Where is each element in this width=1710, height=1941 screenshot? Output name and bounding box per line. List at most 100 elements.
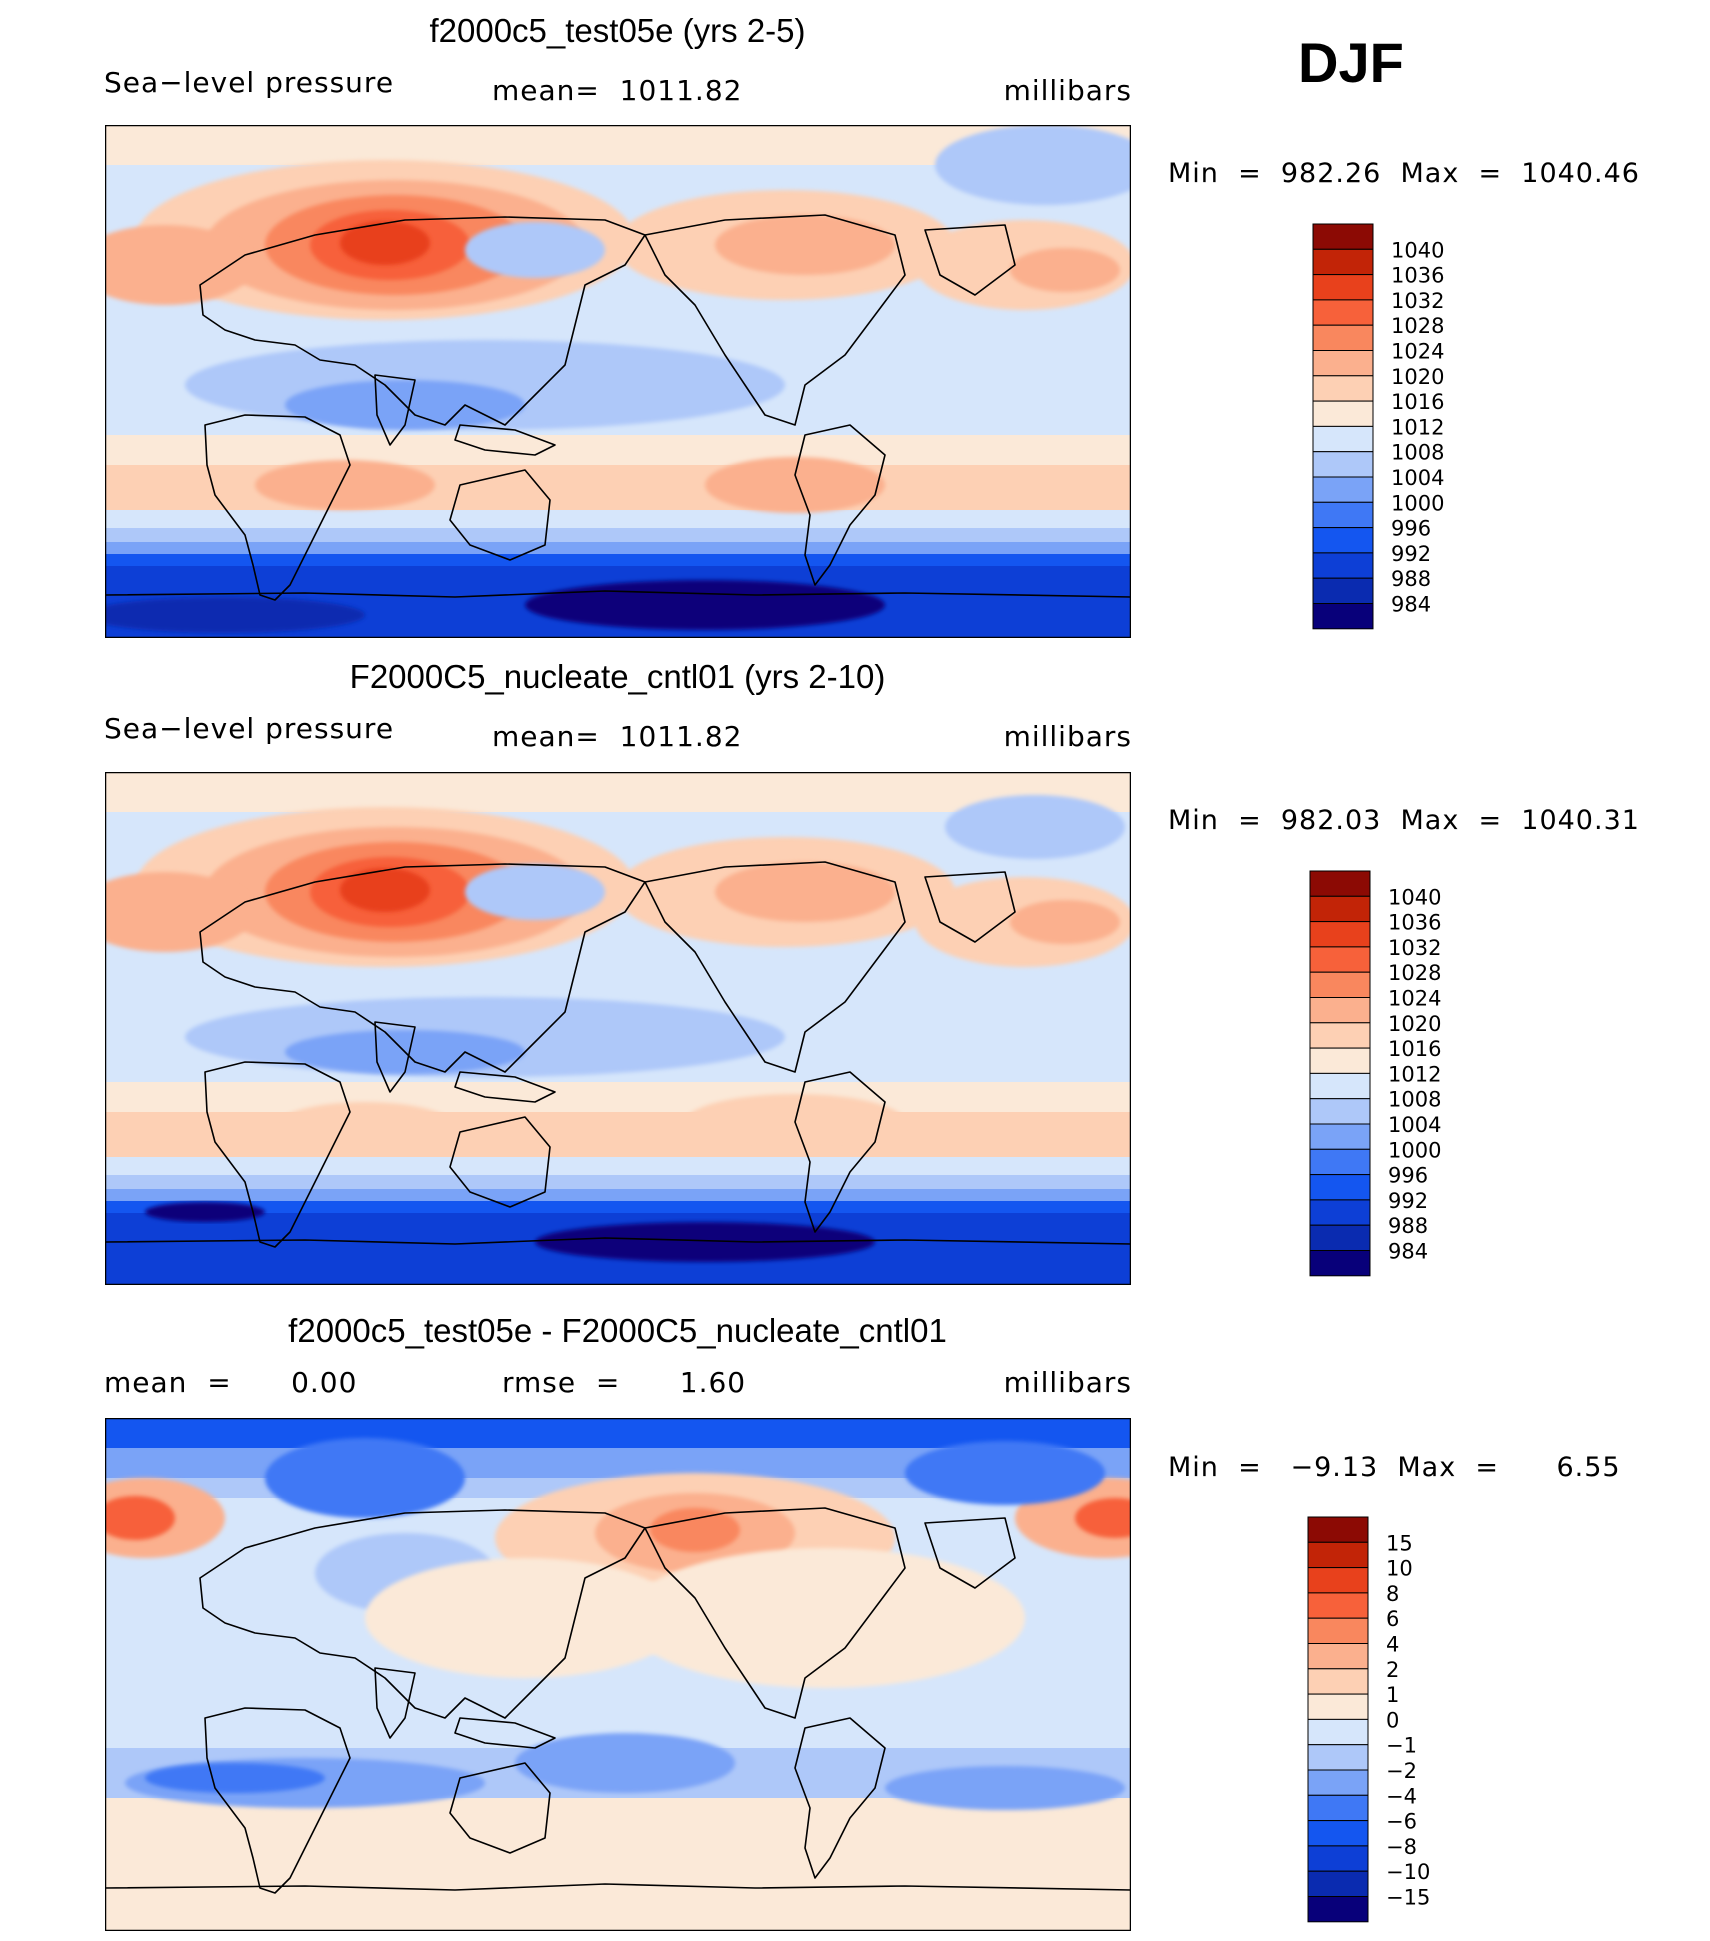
contour-region <box>1010 248 1120 292</box>
coastline <box>199 1509 646 1719</box>
colorbar-svg: 1040103610321028102410201016101210081004… <box>1312 223 1444 630</box>
contour-region <box>705 457 885 513</box>
colorbar-swatch <box>1312 552 1374 579</box>
map-svg <box>105 772 1131 1285</box>
colorbar-tick-label: 4 <box>1386 1633 1399 1657</box>
variable-label: Sea−level pressure <box>104 66 395 99</box>
contour-band <box>105 1175 1131 1189</box>
map-plot <box>105 125 1131 638</box>
colorbar-tick-label: −8 <box>1386 1835 1417 1859</box>
coastline <box>924 871 1016 943</box>
colorbar-swatch <box>1309 1072 1371 1100</box>
colorbar-swatch <box>1309 870 1371 897</box>
contour-region <box>715 862 895 922</box>
colorbar-swatch <box>1309 895 1371 923</box>
coastline <box>199 863 646 1073</box>
coastline <box>204 1061 351 1248</box>
colorbar-tick-label: −2 <box>1386 1759 1417 1783</box>
colorbar-swatch <box>1309 997 1371 1024</box>
contour-band <box>105 772 1131 812</box>
colorbar-swatch <box>1307 1693 1369 1720</box>
contour-band <box>105 1157 1131 1175</box>
contour-band <box>105 554 1131 566</box>
colorbar-tick-label: 988 <box>1388 1214 1428 1238</box>
coastline <box>374 1667 416 1739</box>
colorbar-tick-label: 1000 <box>1388 1138 1441 1162</box>
colorbar-swatch <box>1309 971 1371 998</box>
colorbar-tick-label: 1024 <box>1391 340 1444 364</box>
colorbar-swatch <box>1307 1896 1369 1923</box>
colorbar-swatch <box>1312 476 1374 503</box>
contour-region <box>945 795 1125 859</box>
colorbar-tick-label: 992 <box>1388 1189 1428 1213</box>
colorbar-swatch <box>1309 1199 1371 1226</box>
season-label: DJF <box>1298 31 1404 94</box>
colorbar-swatch <box>1307 1820 1369 1847</box>
contour-field <box>105 772 1131 1285</box>
contour-field <box>105 125 1131 638</box>
colorbar-swatch <box>1312 274 1374 301</box>
colorbar-swatch <box>1309 921 1371 948</box>
colorbar-swatch <box>1312 350 1374 377</box>
contour-region <box>340 221 430 265</box>
coastline <box>105 590 1131 598</box>
colorbar-tick-label: 996 <box>1388 1164 1428 1188</box>
colorbar-tick-label: 1032 <box>1391 289 1444 313</box>
map-svg <box>105 1418 1131 1931</box>
contour-region <box>905 1441 1105 1505</box>
contour-region <box>465 222 605 278</box>
coastline <box>794 424 886 586</box>
coastline <box>105 1237 1131 1245</box>
colorbar: 15 10 8 6 4 2 1 0 −1 −2 −4 −6 −8 −10 −15 <box>1307 1516 1468 1924</box>
colorbar-swatch <box>1309 1174 1371 1201</box>
contour-region <box>625 1548 1025 1688</box>
contour-region <box>365 1558 685 1678</box>
colorbar-tick-label: 1 <box>1386 1683 1399 1707</box>
mean-label: mean= 1011.82 <box>492 74 743 107</box>
colorbar-tick-label: 1004 <box>1391 466 1444 490</box>
contour-region <box>1075 1498 1131 1538</box>
coastline <box>644 1507 906 1719</box>
colorbar-swatch <box>1307 1567 1369 1594</box>
units-label: millibars <box>1003 1366 1132 1399</box>
contour-region <box>105 597 365 633</box>
contour-band <box>105 1189 1131 1201</box>
colorbar: 1040 1036 1032 1028 1024 1020 1016 1012 1008 1004… <box>1309 870 1470 1278</box>
colorbar-tick-label: 1008 <box>1391 441 1444 465</box>
panel-title: f2000c5_test05e (yrs 2-5) <box>429 12 806 49</box>
contour-band <box>105 1112 1131 1157</box>
colorbar-tick-label: 1020 <box>1388 1012 1441 1036</box>
colorbar-tick-label: 984 <box>1388 1240 1428 1264</box>
colorbar-swatch <box>1307 1643 1369 1670</box>
map-frame <box>105 125 1131 638</box>
rmse-label: rmse = 1.60 <box>502 1366 747 1399</box>
colorbar-tick-label: 8 <box>1386 1582 1399 1606</box>
contour-region <box>145 1763 325 1793</box>
contour-band <box>105 510 1131 528</box>
coastline <box>449 469 551 561</box>
colorbar-swatch <box>1312 324 1374 351</box>
coastline <box>644 861 906 1073</box>
colorbar-tick-label: 1040 <box>1391 238 1444 262</box>
contour-band <box>105 1418 1131 1448</box>
colorbar-tick-label: 984 <box>1391 593 1431 617</box>
colorbar-swatch <box>1307 1794 1369 1822</box>
coastline <box>204 1707 351 1894</box>
minmax-label: Min = −9.13 Max = 6.55 <box>1168 1452 1621 1483</box>
contour-region <box>525 580 885 630</box>
contour-region <box>650 1508 740 1552</box>
colorbar-swatch <box>1309 1224 1371 1252</box>
panel-title: f2000c5_test05e - F2000C5_nucleate_cntl0… <box>288 1312 947 1349</box>
colorbar-tick-label: 996 <box>1391 517 1431 541</box>
contour-region <box>275 1102 455 1152</box>
map-svg <box>105 125 1131 638</box>
contour-region <box>145 1202 265 1222</box>
colorbar-tick-label: 1016 <box>1391 390 1444 414</box>
contour-region <box>105 1496 175 1540</box>
colorbar-swatch <box>1312 527 1374 554</box>
minmax-label: Min = 982.26 Max = 1040.46 <box>1168 158 1640 189</box>
coastline <box>204 414 351 601</box>
mean-label: mean = 0.00 <box>104 1366 358 1399</box>
coastline <box>374 1021 416 1093</box>
